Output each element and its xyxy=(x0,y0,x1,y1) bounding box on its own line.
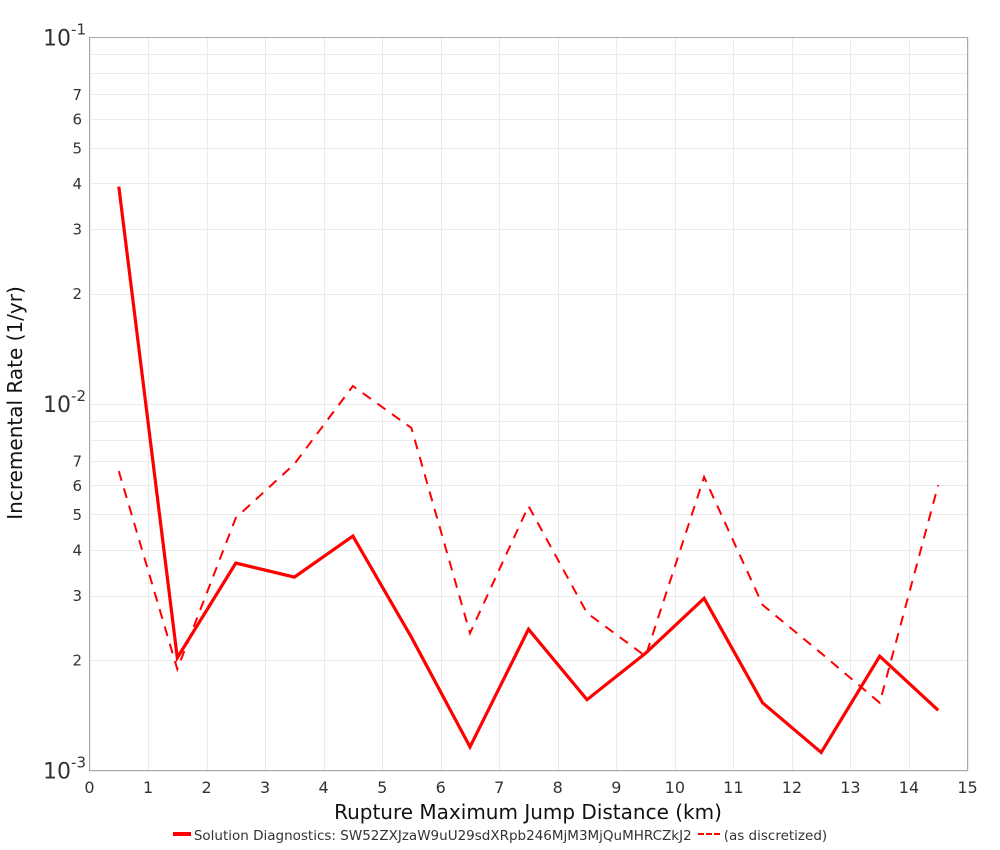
solid-series-line xyxy=(117,186,940,755)
x-tick-label: 2 xyxy=(201,778,211,797)
y-minor-tick-label: 6 xyxy=(72,477,82,495)
legend-series-1-label: Solution Diagnostics: SW52ZXJzaW9uU29sdX… xyxy=(193,828,692,844)
legend-dashed-line-icon xyxy=(697,833,720,835)
x-tick-label: 7 xyxy=(494,778,504,797)
plot-area xyxy=(89,37,968,771)
y-tick-label: 10-2 xyxy=(43,387,86,418)
x-tick-label: 3 xyxy=(260,778,270,797)
y-minor-tick-label: 7 xyxy=(72,86,82,104)
y-axis-ticks: 10-1 10-2 10-3 2 3 4 5 6 7 2 3 4 5 6 7 xyxy=(43,21,86,785)
x-tick-label: 12 xyxy=(782,778,802,797)
x-tick-label: 6 xyxy=(436,778,446,797)
y-minor-tick-label: 5 xyxy=(72,506,82,524)
y-tick-label: 10-3 xyxy=(43,754,86,785)
y-minor-tick-label: 5 xyxy=(72,139,82,157)
y-minor-tick-label: 4 xyxy=(72,541,82,559)
legend-solid-line-icon xyxy=(172,832,191,836)
x-tick-label: 5 xyxy=(377,778,387,797)
dashed-series-line xyxy=(117,384,940,705)
series-group xyxy=(117,186,940,755)
y-tick-label: 10-1 xyxy=(43,21,86,52)
legend: Solution Diagnostics: SW52ZXJzaW9uU29sdX… xyxy=(0,828,1000,844)
legend-series-2-label: (as discretized) xyxy=(723,828,828,844)
y-minor-tick-label: 3 xyxy=(72,587,82,605)
y-minor-tick-label: 2 xyxy=(72,285,82,303)
x-tick-label: 14 xyxy=(899,778,919,797)
x-axis-title: Rupture Maximum Jump Distance (km) xyxy=(334,800,722,824)
x-tick-label: 1 xyxy=(143,778,153,797)
x-tick-label: 0 xyxy=(84,778,94,797)
x-tick-label: 13 xyxy=(840,778,860,797)
x-tick-label: 4 xyxy=(319,778,329,797)
grid-lines xyxy=(89,37,969,772)
x-tick-label: 9 xyxy=(611,778,621,797)
x-tick-label: 11 xyxy=(723,778,743,797)
y-minor-tick-label: 3 xyxy=(72,221,82,239)
y-minor-tick-label: 6 xyxy=(72,110,82,128)
x-tick-label: 8 xyxy=(553,778,563,797)
y-minor-tick-label: 2 xyxy=(72,652,82,670)
x-axis-ticks: 0 1 2 3 4 5 6 7 8 9 10 11 12 13 14 15 xyxy=(84,778,977,797)
y-minor-tick-label: 7 xyxy=(72,452,82,470)
x-tick-label: 15 xyxy=(957,778,977,797)
y-axis-title: Incremental Rate (1/yr) xyxy=(3,286,27,519)
x-tick-label: 10 xyxy=(665,778,685,797)
y-minor-tick-label: 4 xyxy=(72,175,82,193)
